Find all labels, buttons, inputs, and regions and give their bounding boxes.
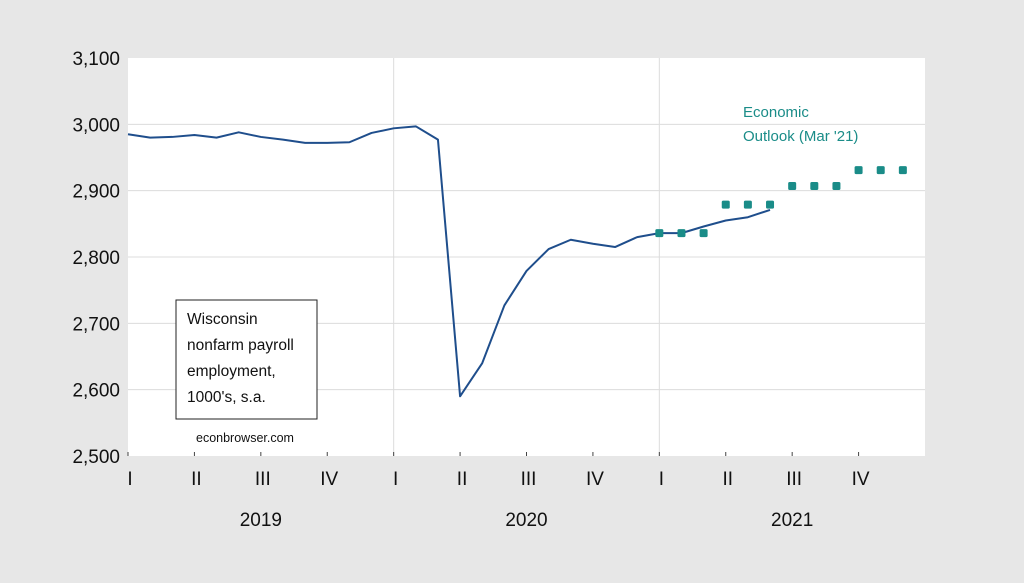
- y-tick-label: 3,100: [72, 49, 120, 70]
- y-tick-label: 2,800: [72, 248, 120, 269]
- x-tick-label: III: [786, 469, 802, 490]
- y-tick-label: 2,700: [72, 314, 120, 335]
- forecast-point: [788, 182, 797, 191]
- x-tick-label: IV: [852, 469, 870, 490]
- forecast-point: [832, 182, 841, 191]
- x-tick-label: III: [255, 469, 271, 490]
- forecast-point: [677, 229, 686, 238]
- forecast-point: [766, 200, 775, 209]
- x-tick-label: II: [457, 469, 468, 490]
- y-tick-label: 2,500: [72, 447, 120, 468]
- x-tick-label: I: [659, 469, 664, 490]
- forecast-point: [655, 229, 664, 238]
- y-tick-label: 3,000: [72, 115, 120, 136]
- textbox-line-4: 1000's, s.a.: [187, 389, 266, 406]
- x-tick-label: I: [393, 469, 398, 490]
- textbox-line-3: employment,: [187, 363, 276, 380]
- credit-text: econbrowser.com: [196, 431, 294, 445]
- textbox-border: [175, 299, 318, 420]
- forecast-point: [876, 166, 885, 175]
- textbox-line-2: nonfarm payroll: [187, 337, 294, 354]
- forecast-point: [721, 200, 730, 209]
- x-tick-label: II: [722, 469, 733, 490]
- x-axis-ticks: I II III IV I II III IV I II III IV: [127, 452, 870, 490]
- x-tick-label: III: [521, 469, 537, 490]
- x-tick-label: IV: [320, 469, 338, 490]
- annotation-line-2: Outlook (Mar '21): [743, 128, 858, 145]
- x-tick-label: IV: [586, 469, 604, 490]
- year-label: 2020: [505, 510, 547, 531]
- year-label: 2019: [240, 510, 282, 531]
- forecast-point: [699, 229, 708, 238]
- annotation-economic-outlook: Economic Outlook (Mar '21): [743, 104, 858, 145]
- x-tick-label: I: [127, 469, 132, 490]
- year-label: 2021: [771, 510, 813, 531]
- series-layer: [127, 125, 907, 398]
- year-labels: 2019 2020 2021: [240, 510, 814, 531]
- y-tick-label: 2,900: [72, 182, 120, 203]
- forecast-point: [854, 166, 863, 175]
- annotation-line-1: Economic: [743, 104, 809, 121]
- x-tick-label: II: [191, 469, 202, 490]
- textbox-line-1: Wisconsin: [187, 311, 258, 328]
- forecast-point: [810, 182, 819, 191]
- y-axis-ticks: 2,500 2,600 2,700 2,800 2,900 3,000 3,100: [72, 49, 120, 468]
- forecast-point: [743, 200, 752, 209]
- y-tick-label: 2,600: [72, 381, 120, 402]
- forecast-point: [898, 166, 907, 175]
- description-textbox: Wisconsin nonfarm payroll employment, 10…: [175, 299, 318, 420]
